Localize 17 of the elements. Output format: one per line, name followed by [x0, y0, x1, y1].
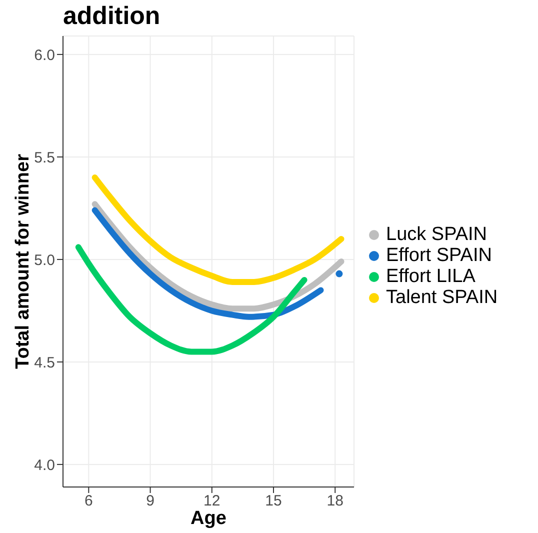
legend-label: Effort LILA	[386, 266, 476, 287]
x-tick-label: 15	[265, 492, 282, 510]
y-tick-label: 5.5	[34, 149, 55, 166]
y-tick-label: 4.0	[34, 456, 55, 474]
legend-label: Luck SPAIN	[386, 224, 488, 245]
chart-title: addition	[63, 2, 160, 31]
x-tick-label: 6	[84, 492, 93, 510]
y-tick-label: 5.0	[34, 252, 55, 269]
x-tick-label: 9	[146, 492, 154, 510]
y-tick-label: 6.0	[34, 46, 55, 64]
x-tick-label: 12	[204, 492, 220, 510]
x-axis-title: Age	[190, 508, 226, 529]
legend-label: Talent SPAIN	[386, 287, 498, 308]
legend-label: Effort SPAIN	[386, 245, 492, 266]
y-axis-title: Total amount for winner	[12, 153, 34, 369]
x-tick-label: 18	[326, 492, 344, 510]
y-tick-label: 4.5	[34, 354, 55, 372]
